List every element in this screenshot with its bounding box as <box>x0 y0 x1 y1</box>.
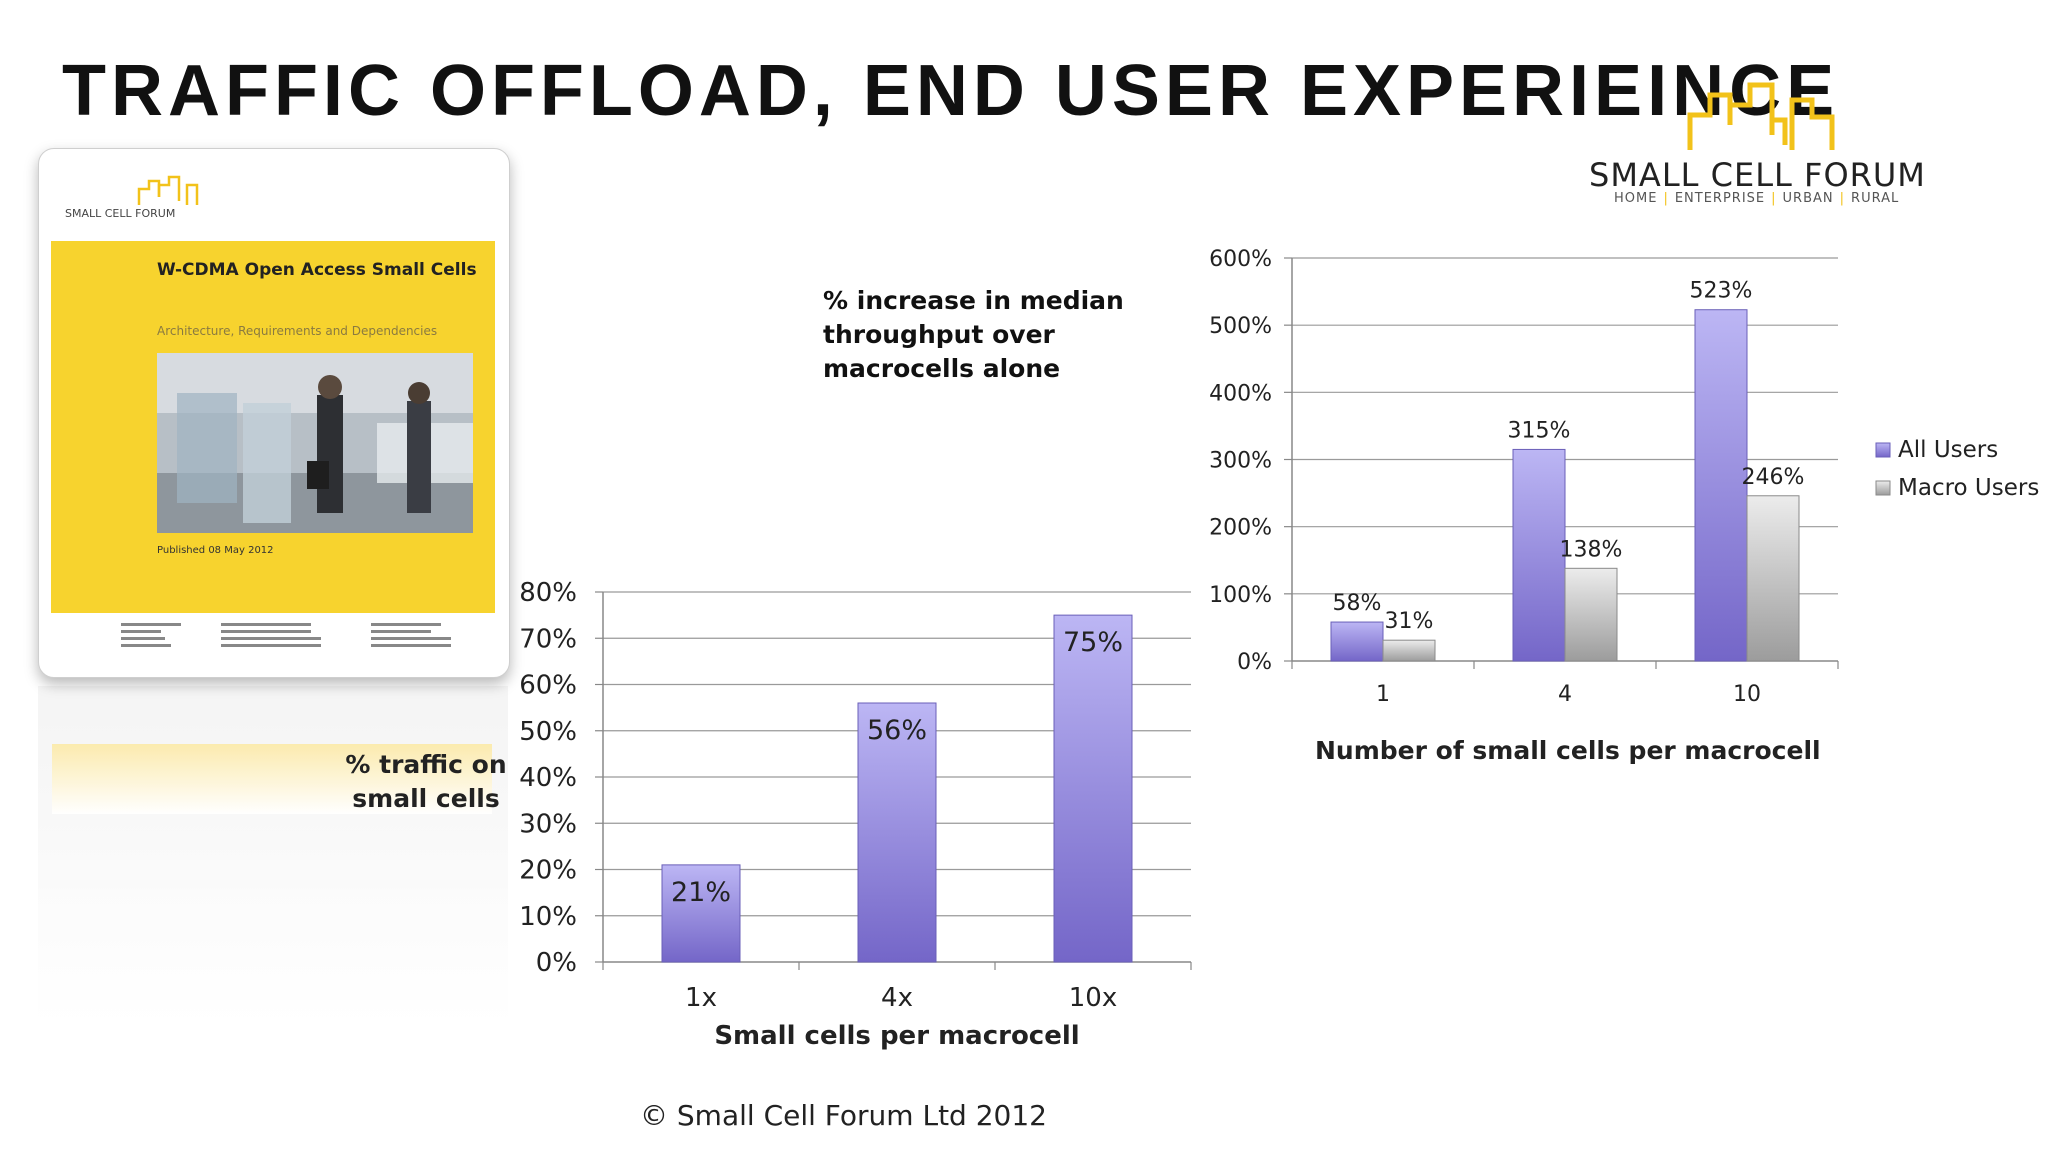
report-title: W-CDMA Open Access Small Cells <box>157 260 477 280</box>
chart1-bar <box>1053 614 1133 963</box>
chart2-x-tick-label: 10 <box>1733 682 1761 707</box>
chart2-bar-macro-users <box>1382 639 1436 662</box>
copyright-footer: © Small Cell Forum Ltd 2012 <box>640 1099 1047 1132</box>
chart1-bar <box>857 702 937 963</box>
chart1-x-axis-label: Small cells per macrocell <box>714 1021 1079 1051</box>
chart1-bar <box>661 864 741 963</box>
chart2-bar-all-users <box>1330 621 1384 662</box>
chart1-data-label: 75% <box>1063 627 1123 658</box>
chart1-y-tick-label: 0% <box>536 948 577 978</box>
chart1-y-tick-label: 50% <box>519 717 577 747</box>
chart2-bar-all-users <box>1512 448 1566 662</box>
chart2-bar-macro-users <box>1746 495 1800 662</box>
logo-tag-rural: RURAL <box>1851 191 1900 206</box>
chart2-legend-swatch-all-users <box>1875 442 1891 458</box>
report-subtitle: Architecture, Requirements and Dependenc… <box>157 324 438 338</box>
chart2-legend-label-macro-users: Macro Users <box>1898 475 2039 501</box>
chart2-bar-all-users <box>1694 309 1748 662</box>
chart1-y-tick-label: 30% <box>519 809 577 839</box>
small-cell-forum-logo-icon <box>1687 82 1835 150</box>
report-footer-text-icon <box>121 623 451 647</box>
report-published: Published 08 May 2012 <box>157 545 274 556</box>
chart2-data-label-all-users: 523% <box>1690 279 1753 304</box>
chart1-y-tick-label: 70% <box>519 624 577 654</box>
chart1-y-axis-label: % traffic on small cells <box>345 750 507 813</box>
logo-tag-enterprise: ENTERPRISE <box>1674 191 1766 206</box>
chart2-title: % increase in median throughput over mac… <box>823 286 1124 383</box>
logo-tag-home: HOME <box>1614 191 1658 206</box>
logo-tag-urban: URBAN <box>1782 191 1834 206</box>
logo-tagline: HOME | ENTERPRISE | URBAN | RURAL <box>1614 191 1900 206</box>
reflection-band <box>52 744 492 814</box>
chart2-x-axis-label: Number of small cells per macrocell <box>1315 736 1821 765</box>
chart2-x-tick-label: 4 <box>1558 682 1572 707</box>
chart1-y-tick-label: 20% <box>519 856 577 886</box>
chart2-y-tick-label: 0% <box>1237 650 1272 675</box>
chart1-y-tick-label: 60% <box>519 671 577 701</box>
report-reflection <box>38 686 508 1026</box>
chart2-y-tick-label: 300% <box>1209 449 1272 474</box>
chart1-x-tick-label: 10x <box>1069 983 1117 1013</box>
chart2-bar-macro-users <box>1564 567 1618 662</box>
chart2-y-tick-label: 400% <box>1209 381 1272 406</box>
report-photo-icon <box>157 353 473 533</box>
report-cover: SMALL CELL FORUM W-CDMA Open Access Smal… <box>38 148 510 678</box>
report-logo-icon <box>137 175 199 205</box>
chart2-data-label-macro-users: 138% <box>1560 537 1623 562</box>
logo-name: SMALL CELL FORUM <box>1589 156 1926 194</box>
chart1-data-label: 56% <box>867 715 927 746</box>
chart1-data-label: 21% <box>671 877 731 908</box>
chart1-y-tick-label: 80% <box>519 578 577 608</box>
chart2-data-label-macro-users: 246% <box>1742 465 1805 490</box>
chart2-legend-swatch-macro-users <box>1875 480 1891 496</box>
chart1-y-tick-label: 40% <box>519 763 577 793</box>
chart2-data-label-all-users: 58% <box>1333 591 1382 616</box>
slide-title: TRAFFIC OFFLOAD, END USER EXPERIEINCE <box>62 51 1840 131</box>
chart1-x-tick-label: 4x <box>881 983 913 1013</box>
chart2-y-tick-label: 500% <box>1209 314 1272 339</box>
chart1-x-tick-label: 1x <box>685 983 717 1013</box>
chart2-data-label-macro-users: 31% <box>1385 609 1434 634</box>
chart1-y-tick-label: 10% <box>519 902 577 932</box>
chart2-x-tick-label: 1 <box>1376 682 1390 707</box>
report-forum-label: SMALL CELL FORUM <box>65 207 176 220</box>
chart2-y-tick-label: 600% <box>1209 247 1272 272</box>
chart2-data-label-all-users: 315% <box>1508 418 1571 443</box>
chart2-y-tick-label: 200% <box>1209 516 1272 541</box>
chart2-y-tick-label: 100% <box>1209 583 1272 608</box>
chart2-legend-label-all-users: All Users <box>1898 437 1998 463</box>
